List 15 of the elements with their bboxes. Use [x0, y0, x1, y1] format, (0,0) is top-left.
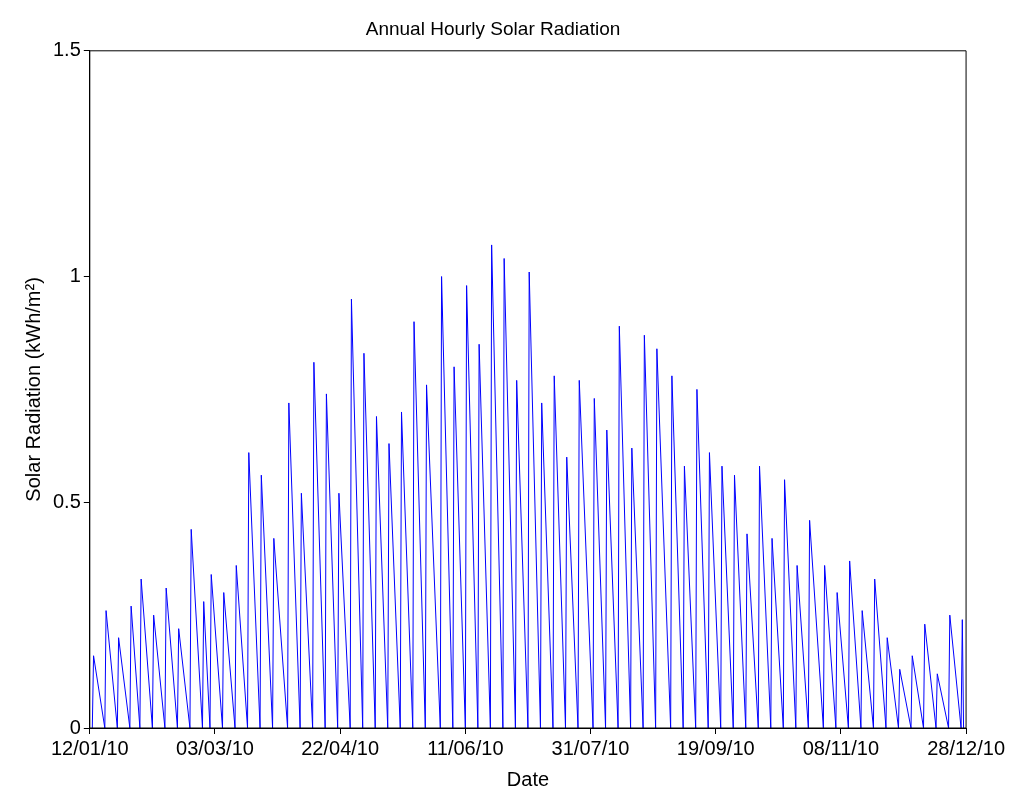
x-tick-label: 31/07/10: [551, 736, 630, 759]
y-tick-label: 1.5: [52, 38, 81, 61]
x-tick-label: 03/03/10: [176, 736, 254, 759]
y-tick-label: 0: [69, 715, 81, 738]
y-tick-label: 1: [69, 264, 81, 287]
x-tick-label: 08/11/10: [802, 736, 880, 759]
y-tick-label: 0.5: [52, 489, 81, 512]
x-tick-label: 19/09/10: [676, 736, 755, 759]
x-tick-label: 28/12/10: [927, 736, 1005, 759]
x-tick-label: 12/01/10: [50, 736, 129, 759]
x-axis-title: Date: [506, 767, 550, 790]
y-axis-title: Solar Radiation (kWh/m²): [21, 277, 44, 502]
x-tick-label: 11/06/10: [427, 736, 504, 759]
chart-title: Annual Hourly Solar Radiation: [365, 17, 621, 39]
x-tick-label: 22/04/10: [301, 736, 380, 759]
